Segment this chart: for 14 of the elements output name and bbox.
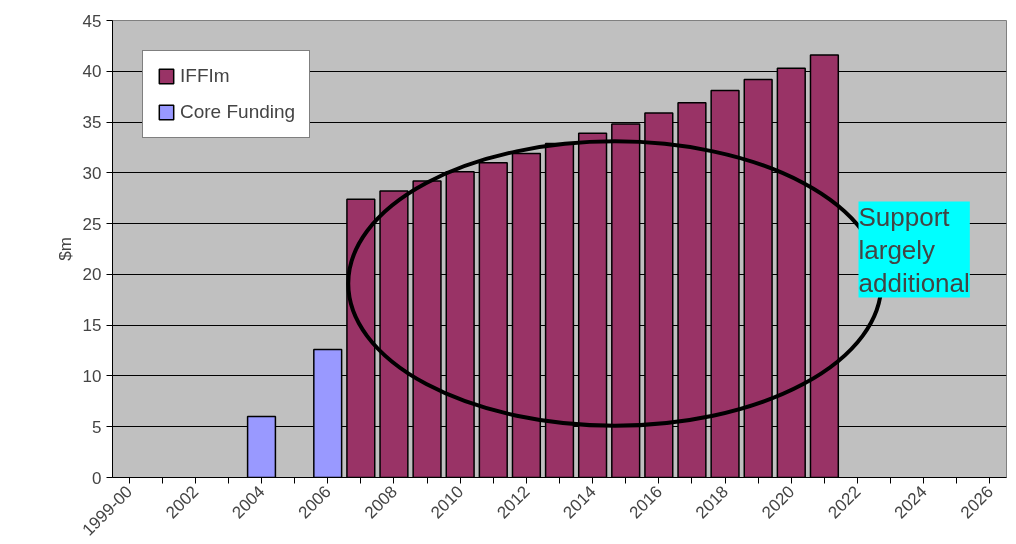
- y-tick-label: 5: [92, 417, 102, 437]
- y-tick-label: 15: [82, 316, 102, 336]
- y-tick-label: 0: [92, 468, 102, 488]
- legend-label: Core Funding: [180, 101, 296, 123]
- y-tick-label: 20: [82, 265, 102, 285]
- annotation: Support largely additional: [858, 201, 970, 298]
- legend-label: IFFIm: [180, 65, 230, 87]
- y-tick-label: 40: [82, 62, 102, 82]
- y-axis-title: $m: [55, 237, 75, 261]
- y-tick-label: 35: [82, 113, 102, 133]
- y-tick-label: 45: [82, 11, 102, 31]
- y-tick-label: 25: [82, 214, 102, 234]
- y-tick-label: 10: [82, 366, 102, 386]
- y-tick-label: 30: [82, 163, 102, 183]
